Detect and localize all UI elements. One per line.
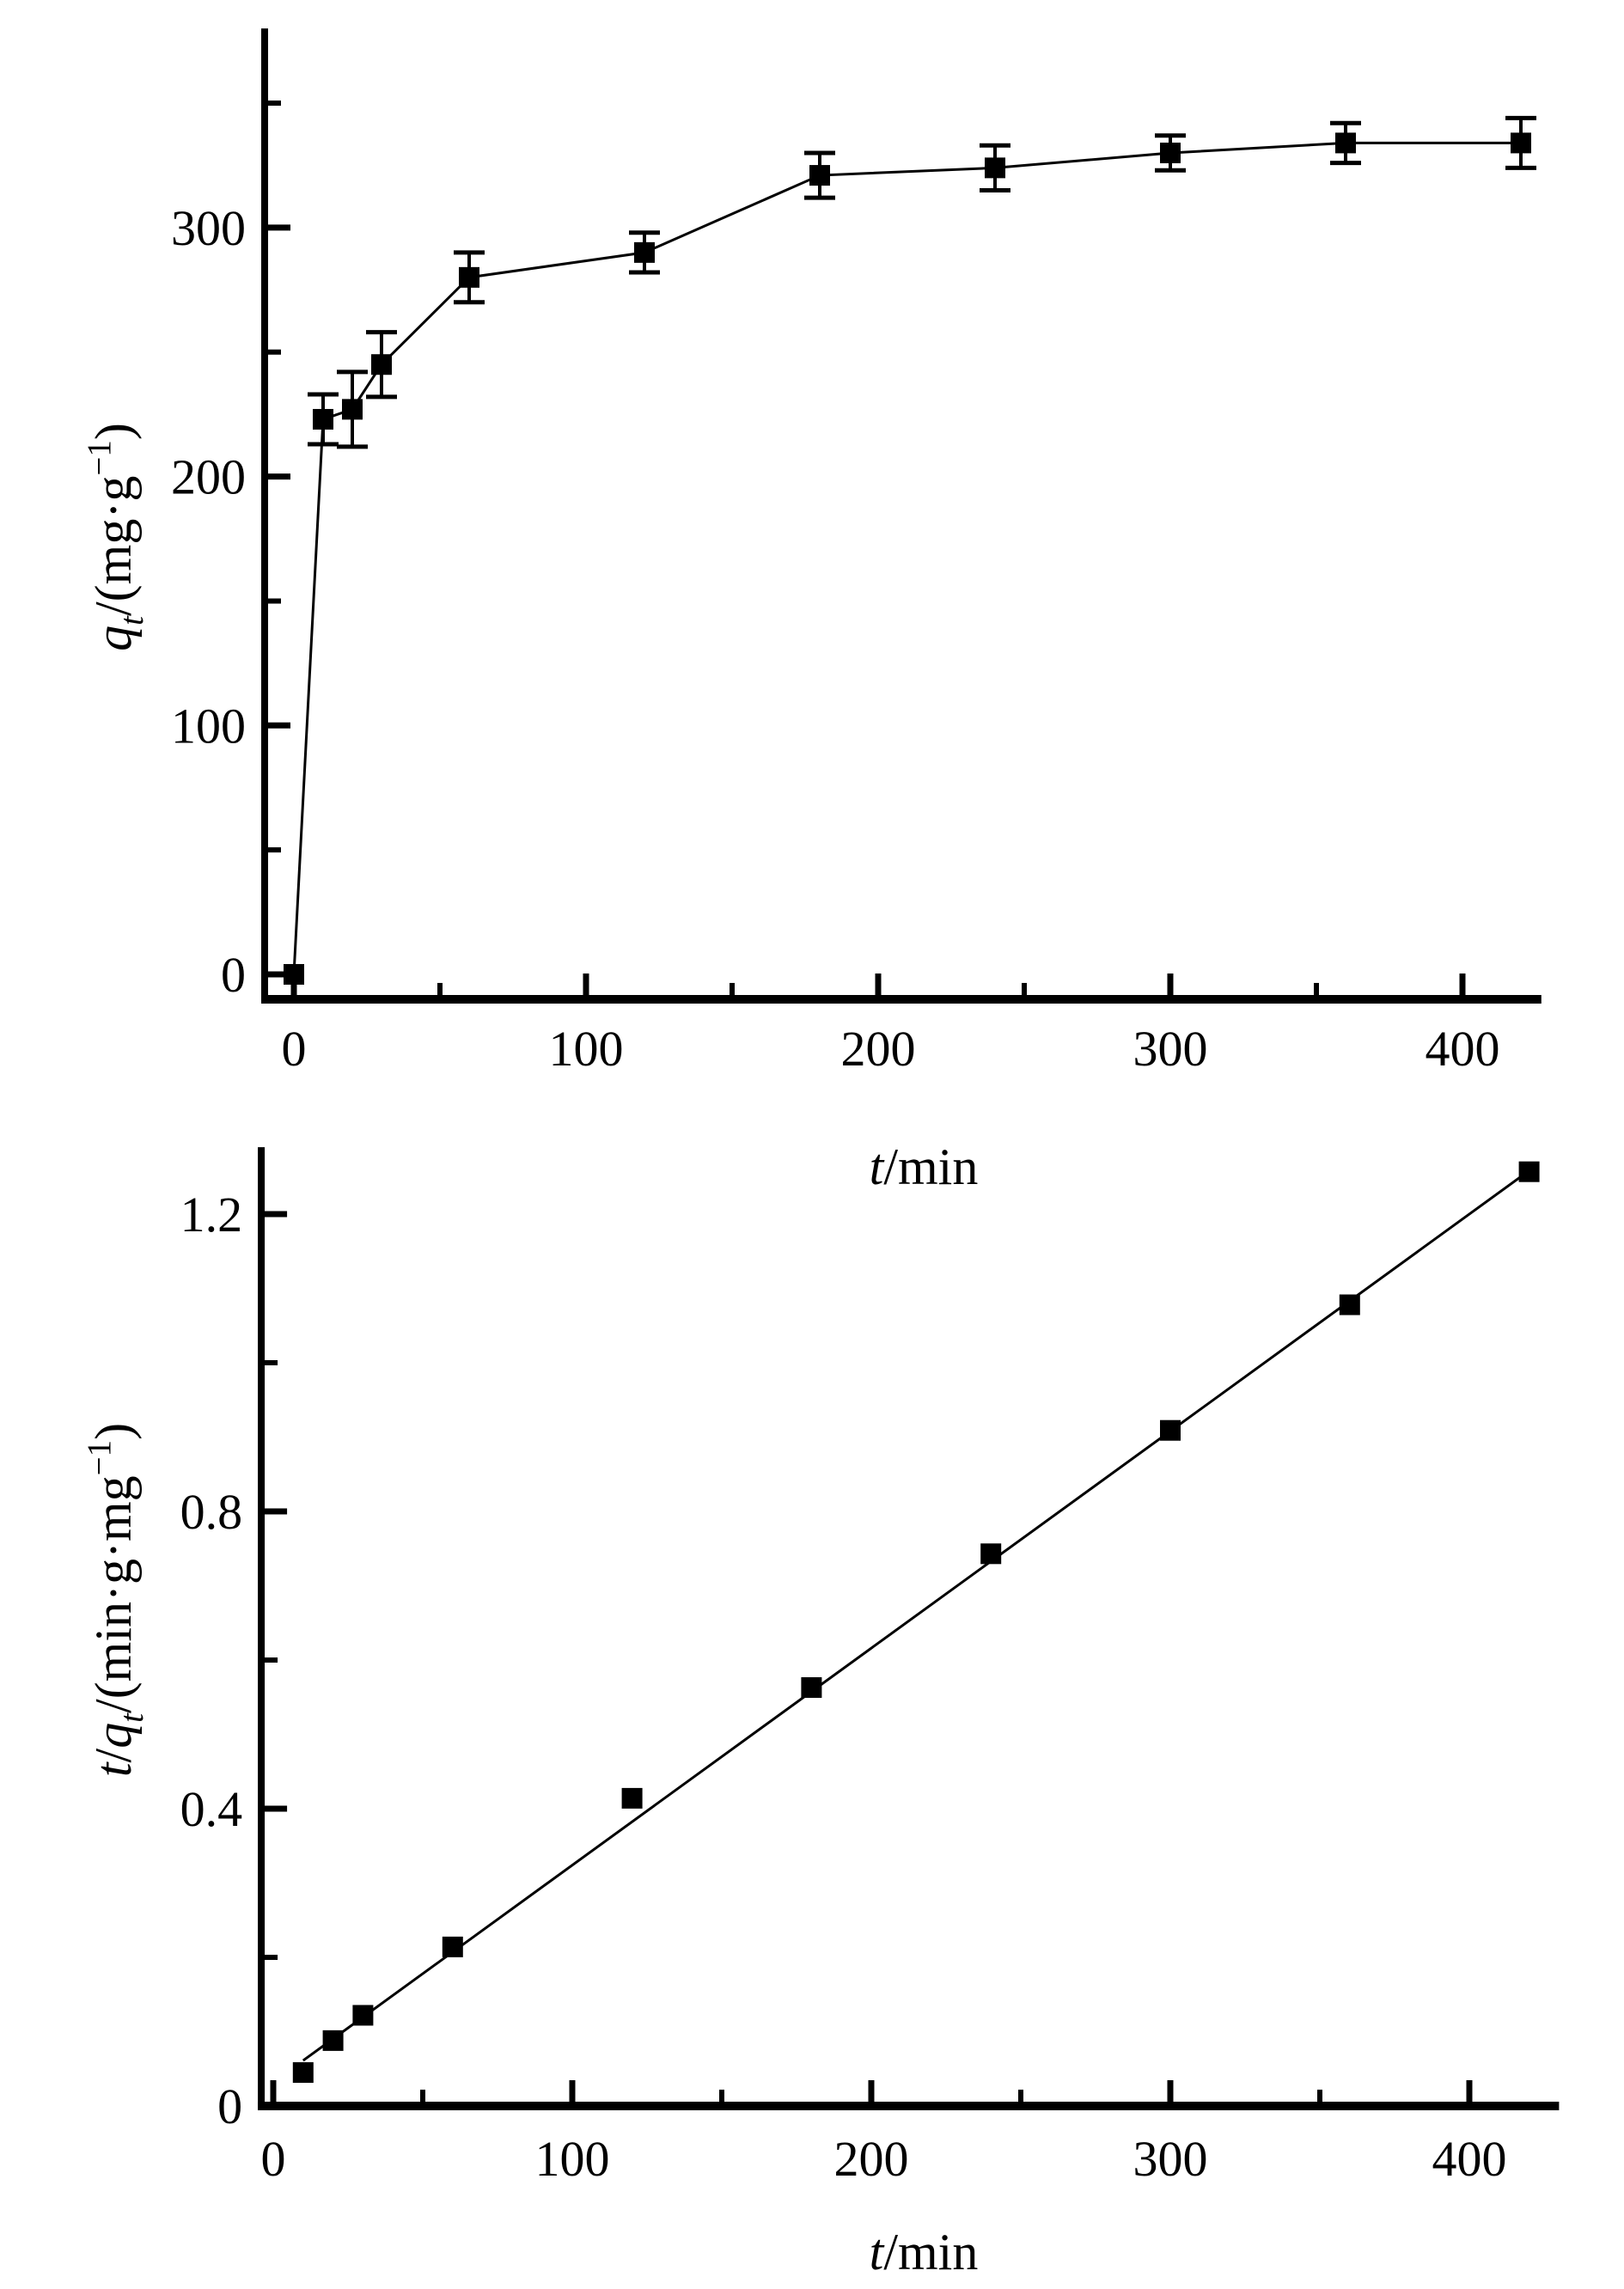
fit-line	[302, 1169, 1530, 2062]
chart-t-over-qt-vs-t: 0 100 200 300 40000.40.81.2t/mint/qt/(min·g·…	[81, 1147, 1560, 2280]
y-tick-label: 1.2	[180, 1187, 243, 1242]
axis-title-segment: /min	[883, 1138, 978, 1195]
x-tick-label: 200	[834, 2131, 909, 2187]
data-point	[801, 1677, 822, 1699]
axis-title-segment: q	[85, 1723, 142, 1749]
axis-title-segment: /(mg·g	[85, 476, 142, 616]
x-tick-label: 400	[1432, 2131, 1507, 2187]
data-point	[980, 1543, 1002, 1565]
x-tick-label: 100	[535, 2131, 610, 2187]
data-point	[985, 157, 1005, 179]
axis-title-segment: −1	[81, 440, 118, 476]
data-point	[371, 354, 392, 375]
x-tick-label: 400	[1426, 1021, 1500, 1077]
axis-title-segment: )	[85, 423, 142, 440]
axis-title-segment: t	[870, 1138, 885, 1195]
data-point	[352, 2005, 374, 2026]
axis-title-segment: t	[870, 2224, 885, 2280]
data-point	[1511, 132, 1531, 154]
axis-title-segment: q	[85, 626, 142, 651]
x-axis-title: t/min	[870, 2224, 979, 2280]
x-tick-label: 100	[549, 1021, 624, 1077]
data-point	[342, 399, 363, 420]
y-tick-label: 0.4	[180, 1781, 243, 1837]
x-tick-label: 300	[1133, 2131, 1208, 2187]
data-point	[459, 266, 479, 288]
axis-title-segment: t	[113, 615, 150, 626]
y-tick-label: 200	[171, 449, 246, 505]
data-point	[442, 1936, 463, 1957]
y-axis-title: t/qt/(min·g·mg−1)	[81, 1423, 150, 1777]
x-tick-label: 300	[1133, 1021, 1208, 1077]
data-point	[634, 241, 655, 263]
axis-title-segment: −1	[81, 1440, 118, 1476]
x-tick-label: 200	[841, 1021, 916, 1077]
axis-title-segment: /(min·g·mg	[85, 1475, 142, 1713]
data-point	[313, 408, 333, 430]
y-tick-label: 100	[171, 698, 246, 754]
x-tick-label: 0	[261, 2131, 286, 2187]
data-point	[1160, 142, 1181, 163]
axis-title-segment: /min	[883, 2224, 978, 2280]
data-point	[621, 1787, 643, 1809]
data-point	[322, 2030, 344, 2051]
data-point	[284, 964, 304, 985]
x-tick-label: 0	[282, 1021, 307, 1077]
y-axis-title: qt/(mg·g−1)	[81, 423, 150, 651]
axis-title-segment: )	[85, 1423, 142, 1440]
axis-title-segment: /	[85, 1748, 142, 1762]
data-point	[1339, 1294, 1360, 1315]
data-point	[809, 165, 830, 186]
data-point	[1335, 132, 1356, 154]
data-point	[1518, 1161, 1540, 1182]
y-tick-label: 0	[221, 947, 246, 1003]
data-point	[1160, 1419, 1181, 1441]
y-tick-label: 300	[171, 200, 246, 256]
axis-title-segment: t	[85, 1761, 142, 1777]
axis-title-segment: t	[113, 1712, 150, 1723]
data-point	[292, 2062, 314, 2084]
y-tick-label: 0	[217, 2078, 242, 2134]
x-axis-title: t/min	[870, 1138, 979, 1195]
y-tick-label: 0.8	[180, 1484, 243, 1540]
